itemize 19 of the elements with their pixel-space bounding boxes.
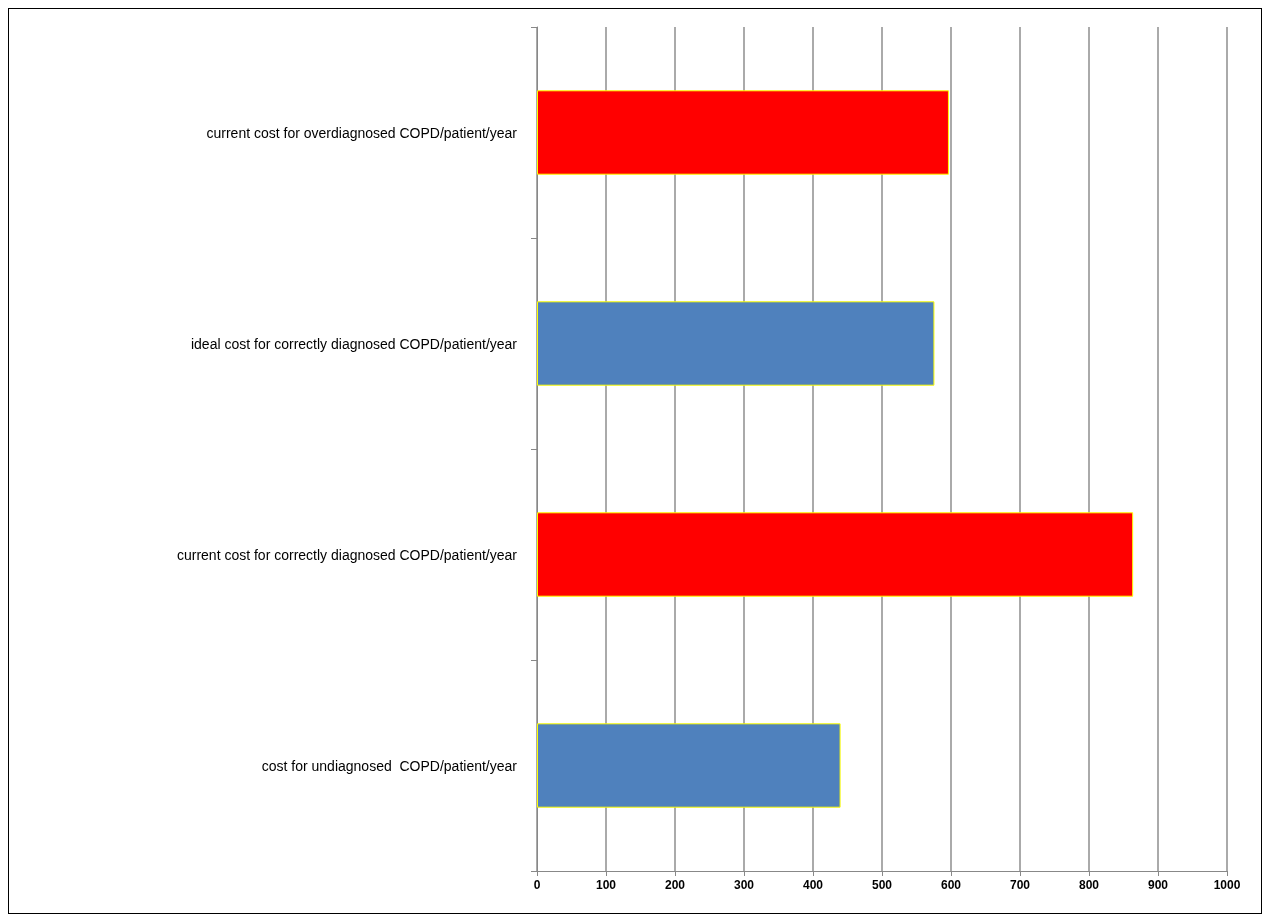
x-tick-label: 100 <box>595 878 617 892</box>
bar <box>537 512 1134 597</box>
y-tick-label: cost for undiagnosed COPD/patient/year <box>261 757 518 774</box>
y-tick-label: ideal cost for correctly diagnosed COPD/patient/year <box>190 335 518 352</box>
x-tick-label: 700 <box>1009 878 1031 892</box>
y-tick-label: current cost for overdiagnosed COPD/patient/year <box>206 124 518 141</box>
x-tick-label: 1000 <box>1213 878 1241 892</box>
bar <box>537 301 935 386</box>
x-tick-label: 200 <box>664 878 686 892</box>
x-tick-label: 400 <box>802 878 824 892</box>
x-tick-label: 900 <box>1147 878 1169 892</box>
bar <box>537 90 949 175</box>
y-tick-label: current cost for correctly diagnosed COPD/patient/year <box>176 546 518 563</box>
x-tick-label: 800 <box>1078 878 1100 892</box>
x-tick-label: 600 <box>940 878 962 892</box>
x-tick-label: 500 <box>871 878 893 892</box>
x-tick-label: 0 <box>533 878 541 892</box>
x-tick-label: 300 <box>733 878 755 892</box>
bar <box>537 723 841 808</box>
